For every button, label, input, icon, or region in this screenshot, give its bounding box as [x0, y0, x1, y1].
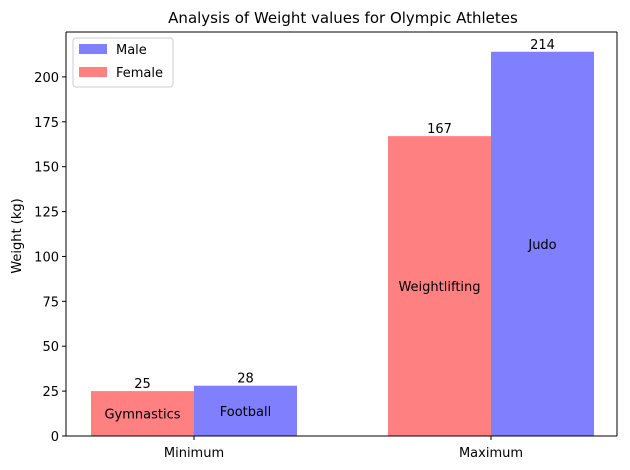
- data-label-value: 25: [134, 377, 151, 392]
- x-tick-label: Maximum: [459, 446, 523, 461]
- legend-swatch-male: [79, 44, 107, 54]
- bar-female-maximum: [388, 136, 491, 437]
- legend-swatch-female: [79, 67, 107, 77]
- plot-area: 25 Gymnastics 28 Football 167 Weightlifting 21…: [34, 31, 618, 461]
- data-label-value: 28: [237, 372, 254, 387]
- data-label-sport: Weightlifting: [398, 280, 480, 295]
- chart-title: Analysis of Weight values for Olympic At…: [168, 9, 518, 27]
- y-tick-label: 200: [34, 71, 59, 86]
- bar-male-maximum: [491, 51, 594, 437]
- x-tick-label: Minimum: [164, 446, 224, 461]
- legend: Male Female: [72, 37, 174, 88]
- y-tick-label: 100: [34, 250, 59, 265]
- y-tick-label: 175: [34, 116, 59, 131]
- y-tick-label: 75: [42, 295, 59, 310]
- y-tick-label: 150: [34, 161, 59, 176]
- legend-label-male: Male: [116, 43, 147, 58]
- y-axis-label: Weight (kg): [10, 198, 25, 273]
- y-tick-label: 25: [42, 385, 59, 400]
- data-label-sport: Gymnastics: [104, 408, 180, 423]
- y-tick-label: 125: [34, 206, 59, 221]
- bar-male-minimum: [194, 385, 297, 436]
- data-label-sport: Judo: [527, 238, 556, 253]
- y-tick-label: 50: [42, 340, 59, 355]
- data-label-value: 167: [427, 122, 452, 137]
- y-tick-label: 0: [51, 430, 59, 445]
- legend-label-female: Female: [116, 66, 163, 81]
- data-label-value: 214: [530, 38, 555, 53]
- data-label-sport: Football: [220, 405, 271, 420]
- bar-female-minimum: [91, 391, 194, 436]
